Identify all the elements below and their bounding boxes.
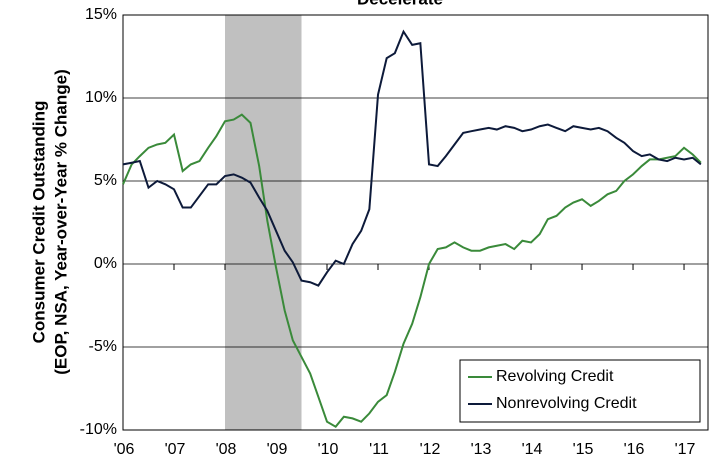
y-tick-label: 5% <box>94 172 117 189</box>
x-tick-label: '10 <box>318 441 339 458</box>
y-axis-label: (EOP, NSA, Year-over-Year % Change) <box>51 69 70 375</box>
y-tick-label: -10% <box>80 421 117 438</box>
x-tick-label: '06 <box>114 441 135 458</box>
x-tick-label: '17 <box>675 441 696 458</box>
x-tick-label: '16 <box>624 441 645 458</box>
y-tick-label: 10% <box>85 89 117 106</box>
series-line <box>122 113 702 428</box>
series-line <box>122 29 702 287</box>
legend-label: Revolving Credit <box>496 368 614 385</box>
legend-box <box>459 359 701 423</box>
recession-band <box>225 15 302 430</box>
y-tick-label: 0% <box>94 255 117 272</box>
y-axis-label: Consumer Credit Outstanding <box>29 101 48 344</box>
x-tick-label: '15 <box>573 441 594 458</box>
legend: Revolving Credit Nonrevolving Credit <box>459 359 701 423</box>
x-tick-label: '11 <box>369 441 389 458</box>
x-tick-label: '12 <box>420 441 441 458</box>
y-tick-label: 15% <box>85 6 117 23</box>
plot-frame <box>122 14 709 431</box>
x-tick-label: '08 <box>216 441 237 458</box>
x-tick-label: '14 <box>522 441 543 458</box>
x-tick-label: '07 <box>165 441 186 458</box>
chart-title: Decelerate <box>357 0 443 8</box>
x-tick-label: '09 <box>267 441 288 458</box>
legend-label: Nonrevolving Credit <box>496 395 637 412</box>
y-tick-label: -5% <box>89 338 117 355</box>
x-tick-label: '13 <box>471 441 492 458</box>
